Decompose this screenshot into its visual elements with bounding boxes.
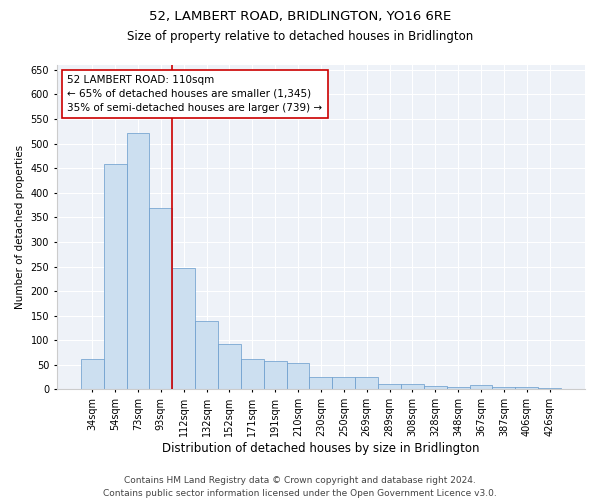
Bar [241, 360, 264, 390]
Bar [195, 321, 218, 390]
Y-axis label: Number of detached properties: Number of detached properties [15, 145, 25, 310]
Bar [218, 344, 241, 390]
X-axis label: Distribution of detached houses by size in Bridlington: Distribution of detached houses by size … [162, 442, 479, 455]
Bar [104, 164, 127, 390]
Text: Contains HM Land Registry data © Crown copyright and database right 2024.
Contai: Contains HM Land Registry data © Crown c… [103, 476, 497, 498]
Bar [401, 384, 424, 390]
Bar [264, 362, 287, 390]
Bar [515, 388, 538, 390]
Bar [470, 386, 493, 390]
Bar [127, 134, 149, 390]
Bar [493, 388, 515, 390]
Bar [424, 386, 446, 390]
Bar [332, 377, 355, 390]
Text: Size of property relative to detached houses in Bridlington: Size of property relative to detached ho… [127, 30, 473, 43]
Text: 52, LAMBERT ROAD, BRIDLINGTON, YO16 6RE: 52, LAMBERT ROAD, BRIDLINGTON, YO16 6RE [149, 10, 451, 23]
Bar [378, 384, 401, 390]
Bar [446, 387, 470, 390]
Bar [172, 268, 195, 390]
Bar [355, 377, 378, 390]
Text: 52 LAMBERT ROAD: 110sqm
← 65% of detached houses are smaller (1,345)
35% of semi: 52 LAMBERT ROAD: 110sqm ← 65% of detache… [67, 74, 323, 112]
Bar [310, 377, 332, 390]
Bar [149, 208, 172, 390]
Bar [287, 363, 310, 390]
Bar [538, 388, 561, 390]
Bar [81, 359, 104, 390]
